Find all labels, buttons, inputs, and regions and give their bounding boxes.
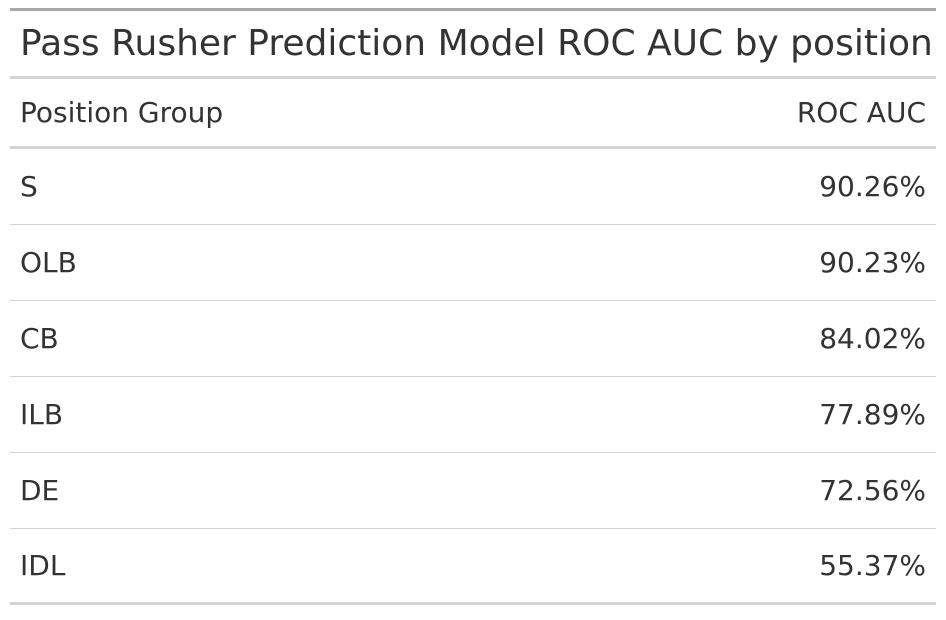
table-row: IDL 55.37% [10,529,936,605]
position-cell: DE [20,474,60,507]
table-row: CB 84.02% [10,301,936,377]
table-row: OLB 90.23% [10,225,936,301]
roc-auc-cell: 84.02% [819,322,926,355]
roc-auc-cell: 77.89% [819,398,926,431]
position-cell: CB [20,322,59,355]
table-row: S 90.26% [10,149,936,225]
roc-auc-cell: 90.26% [819,170,926,203]
position-cell: OLB [20,246,77,279]
position-cell: S [20,170,38,203]
roc-auc-cell: 90.23% [819,246,926,279]
position-cell: ILB [20,398,64,431]
position-cell: IDL [20,549,66,582]
column-header-roc-auc: ROC AUC [796,96,926,129]
table-title-row: Pass Rusher Prediction Model ROC AUC by … [10,8,936,79]
roc-auc-cell: 72.56% [819,474,926,507]
table-row: DE 72.56% [10,453,936,529]
table-title: Pass Rusher Prediction Model ROC AUC by … [20,23,933,64]
table-row: ILB 77.89% [10,377,936,453]
table-header-row: Position Group ROC AUC [10,79,936,149]
column-header-position-group: Position Group [20,96,224,129]
roc-auc-cell: 55.37% [819,549,926,582]
roc-auc-table: Pass Rusher Prediction Model ROC AUC by … [10,8,936,605]
